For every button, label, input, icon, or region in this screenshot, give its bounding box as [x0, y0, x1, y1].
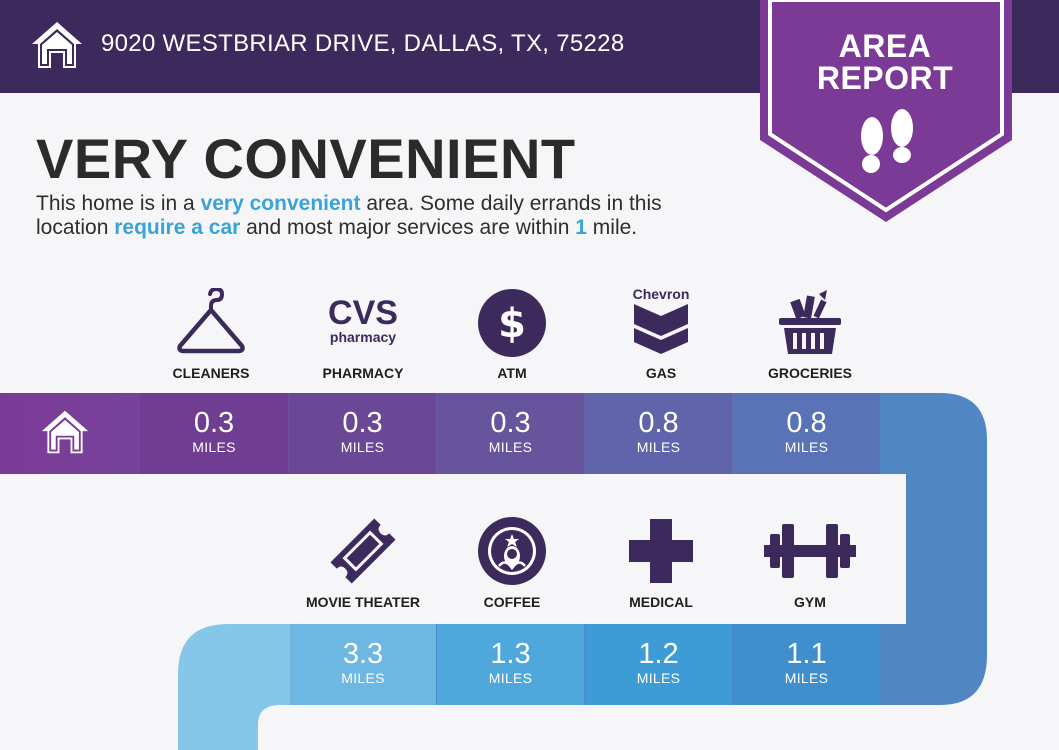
svg-text:$: $ — [498, 301, 526, 347]
dumbbell-icon — [764, 524, 856, 578]
grocery-basket-icon — [779, 290, 841, 354]
distance-cell: 0.8 MILES — [585, 393, 732, 474]
badge-line-area: AREA — [838, 28, 932, 64]
distance-cell: 0.3 MILES — [289, 393, 436, 474]
cvs-logo-text: CVS — [328, 294, 398, 332]
hanger-icon — [177, 288, 245, 354]
desc-text: mile. — [586, 216, 638, 239]
category-label: GYM — [794, 594, 826, 610]
distance-cell: 1.1 MILES — [733, 624, 880, 705]
desc-text: This home is in a — [36, 192, 201, 215]
distance-value: 0.3 — [193, 407, 235, 439]
distance-unit: MILES — [192, 439, 236, 455]
chevron-logo: Chevron — [633, 286, 690, 354]
distance-cell: 0.3 MILES — [437, 393, 584, 474]
property-address: 9020 WESTBRIAR DRIVE, DALLAS, TX, 75228 — [101, 30, 625, 57]
category-groceries: GROCERIES — [735, 288, 885, 388]
category-label: PHARMACY — [322, 365, 404, 381]
medical-cross-icon — [629, 519, 693, 583]
distance-value: 0.8 — [638, 407, 679, 439]
distance-value: 3.3 — [342, 638, 384, 670]
distance-value: 0.8 — [786, 407, 827, 439]
desc-highlight: very convenient — [200, 192, 361, 215]
footprints-icon — [861, 109, 913, 173]
category-label: GROCERIES — [767, 365, 852, 381]
distance-unit: MILES — [784, 439, 829, 455]
cvs-logo-subtext: pharmacy — [330, 329, 396, 345]
distance-value: 1.3 — [490, 638, 531, 670]
category-medical: MEDICAL — [586, 514, 736, 614]
distance-unit: MILES — [488, 439, 533, 455]
ticket-icon — [330, 518, 396, 584]
desc-highlight: require a car — [114, 216, 241, 239]
distance-unit: MILES — [784, 670, 829, 686]
badge-line-report: REPORT — [816, 60, 954, 96]
desc-highlight: 1 — [575, 216, 587, 239]
badge-title: AREA REPORT — [760, 30, 1010, 94]
starbucks-logo — [478, 517, 546, 585]
category-label: COFFEE — [483, 594, 541, 610]
house-icon — [32, 22, 82, 68]
desc-text: area. Some daily errands in this — [360, 192, 662, 215]
category-atm: $ ATM — [437, 288, 587, 388]
category-label: ATM — [497, 365, 527, 381]
distance-value: 1.1 — [786, 638, 827, 670]
convenience-description: This home is in a very convenient area. … — [36, 192, 756, 240]
category-movie-theater: MOVIE THEATER — [288, 514, 438, 614]
distance-cell: 0.8 MILES — [733, 393, 880, 474]
distance-cell: 0.3 MILES — [140, 393, 288, 474]
distance-unit: MILES — [488, 670, 533, 686]
category-label: GAS — [645, 365, 677, 381]
category-coffee: COFFEE — [437, 514, 587, 614]
distance-cell: 1.2 MILES — [585, 624, 732, 705]
distance-unit: MILES — [636, 439, 681, 455]
house-icon — [41, 410, 89, 454]
distance-value: 1.2 — [638, 638, 679, 670]
distance-value: 0.3 — [342, 407, 383, 439]
distance-cell: 3.3 MILES — [290, 624, 436, 705]
distance-value: 0.3 — [490, 407, 531, 439]
dollar-icon: $ — [478, 289, 546, 357]
cvs-pharmacy-logo: CVS pharmacy — [328, 294, 398, 345]
category-cleaners: CLEANERS — [136, 288, 286, 388]
distance-unit: MILES — [340, 439, 385, 455]
category-pharmacy: CVS pharmacy PHARMACY — [288, 288, 438, 388]
desc-text: and most major services are within — [240, 216, 576, 239]
category-label: MOVIE THEATER — [305, 594, 421, 610]
area-report-badge — [760, 0, 1012, 222]
category-gas: Chevron GAS — [586, 286, 736, 386]
desc-text: location — [36, 216, 115, 239]
distance-unit: MILES — [636, 670, 681, 686]
category-label: CLEANERS — [172, 365, 250, 381]
chevron-logo-text: Chevron — [633, 286, 690, 302]
distance-unit: MILES — [341, 670, 385, 686]
category-label: MEDICAL — [629, 594, 693, 610]
distance-cell: 1.3 MILES — [437, 624, 584, 705]
convenience-rating-title: VERY CONVENIENT — [36, 127, 576, 190]
category-gym: GYM — [735, 514, 885, 614]
